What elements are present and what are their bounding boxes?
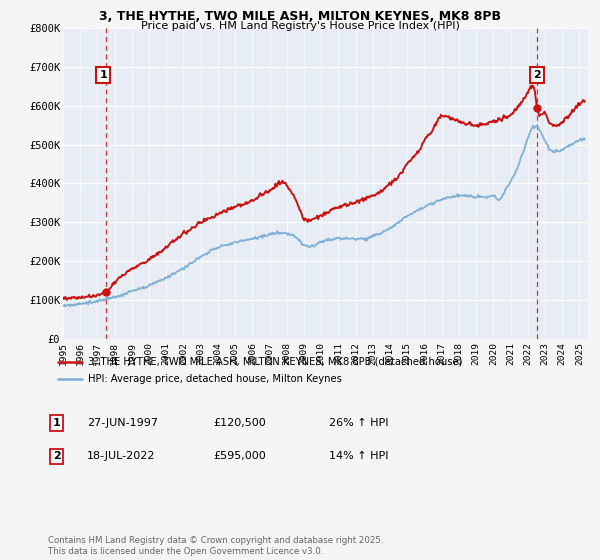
Text: 3, THE HYTHE, TWO MILE ASH, MILTON KEYNES, MK8 8PB (detached house): 3, THE HYTHE, TWO MILE ASH, MILTON KEYNE…	[88, 357, 462, 367]
Text: 2: 2	[53, 451, 61, 461]
Text: 14% ↑ HPI: 14% ↑ HPI	[329, 451, 388, 461]
Text: 1: 1	[100, 69, 107, 80]
Text: Price paid vs. HM Land Registry's House Price Index (HPI): Price paid vs. HM Land Registry's House …	[140, 21, 460, 31]
Text: 27-JUN-1997: 27-JUN-1997	[87, 418, 158, 428]
Text: £120,500: £120,500	[213, 418, 266, 428]
Text: 18-JUL-2022: 18-JUL-2022	[87, 451, 155, 461]
Text: £595,000: £595,000	[213, 451, 266, 461]
Text: 26% ↑ HPI: 26% ↑ HPI	[329, 418, 388, 428]
Text: 1: 1	[53, 418, 61, 428]
Text: Contains HM Land Registry data © Crown copyright and database right 2025.
This d: Contains HM Land Registry data © Crown c…	[48, 536, 383, 556]
Text: 3, THE HYTHE, TWO MILE ASH, MILTON KEYNES, MK8 8PB: 3, THE HYTHE, TWO MILE ASH, MILTON KEYNE…	[99, 10, 501, 23]
Text: 2: 2	[533, 69, 541, 80]
Text: HPI: Average price, detached house, Milton Keynes: HPI: Average price, detached house, Milt…	[88, 374, 341, 384]
